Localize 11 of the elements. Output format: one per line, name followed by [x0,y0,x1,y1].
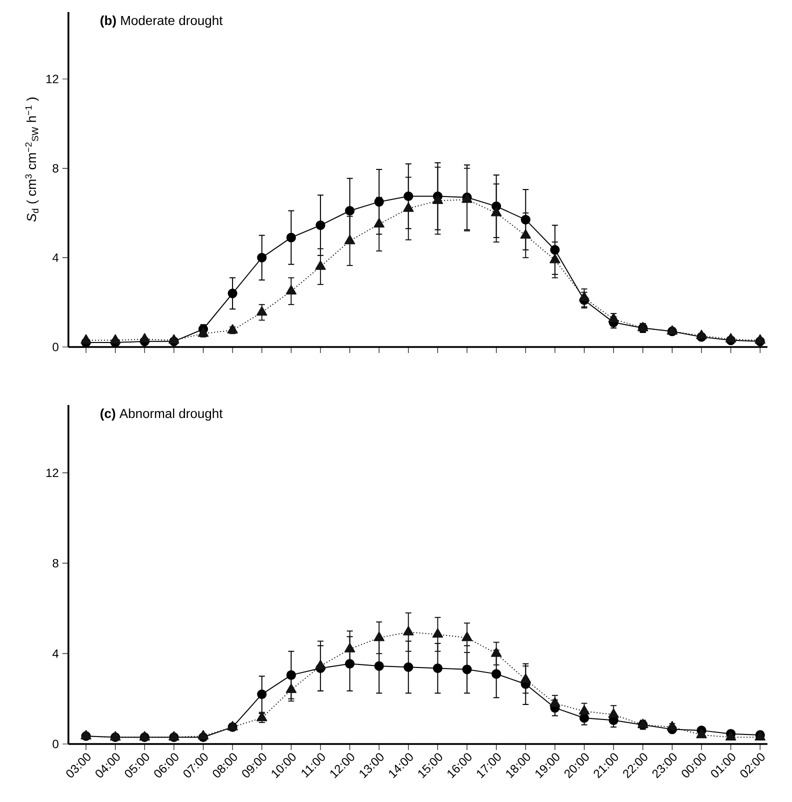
chart-title: (c) Abnormal drought [100,408,223,421]
y-tick-label: 4 [52,254,59,262]
chart-title: (b) Moderate drought [100,16,223,28]
y-tick-label: 4 [52,649,59,658]
y-tick-label: 0 [52,342,58,352]
y-tick-label: 8 [52,558,58,568]
y-tick-label: 8 [52,164,58,173]
text: S$_{d}$ ( cm$^{3}$ cm$^{−2}$$_{SW}$ h$^{−1}$ ) [25,98,39,222]
y-tick-label: 12 [46,468,58,477]
y-tick-label: 12 [46,74,58,84]
y-tick-label: 0 [52,740,58,748]
